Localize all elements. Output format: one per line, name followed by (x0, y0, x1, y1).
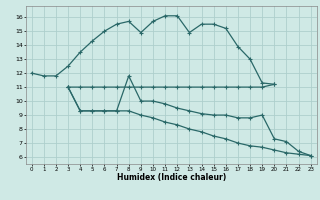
X-axis label: Humidex (Indice chaleur): Humidex (Indice chaleur) (116, 173, 226, 182)
